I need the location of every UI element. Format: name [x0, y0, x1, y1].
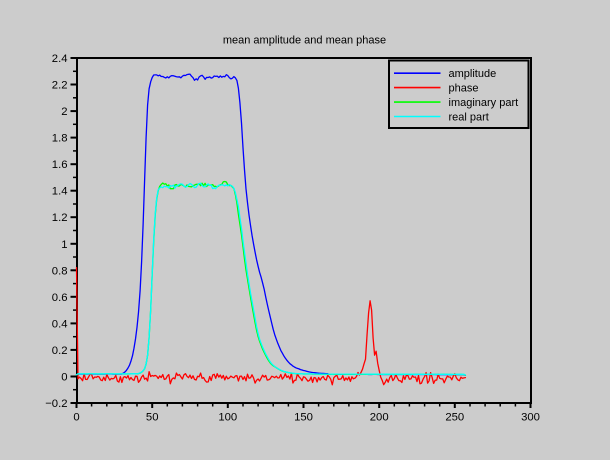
svg-text:−0.2: −0.2 — [45, 398, 67, 410]
svg-text:50: 50 — [146, 412, 159, 424]
svg-text:1.2: 1.2 — [52, 212, 68, 224]
svg-text:0.6: 0.6 — [52, 292, 68, 304]
svg-text:real part: real part — [449, 112, 489, 124]
svg-text:1.6: 1.6 — [52, 159, 68, 171]
svg-text:phase: phase — [449, 83, 479, 95]
svg-text:1: 1 — [61, 239, 67, 251]
svg-text:0.2: 0.2 — [52, 345, 68, 357]
svg-text:0.4: 0.4 — [52, 318, 68, 330]
svg-text:150: 150 — [294, 412, 313, 424]
svg-text:200: 200 — [370, 412, 389, 424]
svg-text:1.4: 1.4 — [52, 186, 68, 198]
svg-text:300: 300 — [521, 412, 540, 424]
svg-text:imaginary part: imaginary part — [449, 97, 519, 109]
svg-text:2.2: 2.2 — [52, 80, 68, 92]
svg-text:0: 0 — [73, 412, 79, 424]
svg-text:mean amplitude and mean phase: mean amplitude and mean phase — [223, 35, 386, 47]
svg-text:100: 100 — [218, 412, 237, 424]
svg-text:amplitude: amplitude — [449, 68, 497, 80]
svg-text:2: 2 — [61, 106, 67, 118]
svg-text:1.8: 1.8 — [52, 133, 68, 145]
svg-text:0.8: 0.8 — [52, 265, 68, 277]
svg-text:2.4: 2.4 — [52, 53, 68, 65]
svg-text:0: 0 — [61, 372, 67, 384]
svg-text:250: 250 — [445, 412, 464, 424]
